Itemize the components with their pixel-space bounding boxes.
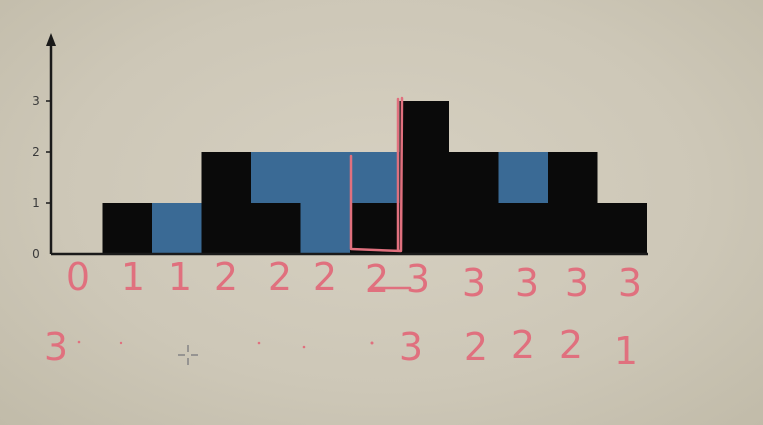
annotation-digit: 3 — [406, 257, 430, 301]
elevation-bar — [548, 152, 598, 254]
dot-mark — [77, 340, 81, 344]
elevation-bar — [399, 101, 449, 254]
annotation-digit: 2 — [511, 323, 535, 367]
dot-mark — [119, 341, 123, 345]
y-tick-label: 1 — [32, 196, 40, 210]
handwritten-row-2: 3 3 2 2 2 1 — [44, 323, 638, 373]
elevation-bar — [597, 203, 647, 254]
dot-mark — [370, 341, 374, 345]
dot-mark — [302, 345, 306, 349]
water-cells — [152, 152, 548, 254]
y-tick-label: 3 — [32, 94, 40, 108]
y-axis-arrow-icon — [46, 33, 56, 46]
annotation-digit: 3 — [399, 325, 423, 369]
annotation-digit: 3 — [462, 261, 486, 305]
water-cell — [498, 152, 548, 203]
y-ticks: 0 1 2 3 — [32, 94, 51, 261]
handwritten-row-1: 0 1 1 2 2 2 2 3 3 3 3 3 — [66, 255, 642, 305]
annotation-digit: 2 — [559, 323, 583, 367]
elevation-bars — [102, 101, 647, 254]
y-tick-label: 0 — [32, 247, 40, 261]
elevation-bar — [251, 203, 301, 254]
dot-mark — [257, 341, 261, 345]
elevation-bar — [201, 152, 251, 254]
pink-highlight — [349, 96, 404, 253]
highlight-bracket — [349, 96, 404, 253]
annotation-digit: 2 — [464, 325, 488, 369]
elevation-bar — [350, 203, 400, 254]
annotation-digit: 3 — [565, 261, 589, 305]
y-axis — [46, 33, 56, 254]
annotation-digit: 3 — [515, 261, 539, 305]
annotation-digit: 2 — [214, 255, 238, 299]
crosshair-cursor-icon — [178, 345, 198, 365]
annotation-digit: 2 — [365, 257, 389, 301]
annotation-digit: 2 — [268, 255, 292, 299]
y-tick-label: 2 — [32, 145, 40, 159]
annotation-digit: 2 — [313, 255, 337, 299]
annotation-digit: 0 — [66, 255, 90, 299]
annotation-digit: 1 — [614, 329, 638, 373]
water-cell — [350, 152, 400, 203]
water-cell — [251, 152, 301, 203]
water-cell — [300, 152, 350, 254]
annotation-digit: 1 — [121, 255, 145, 299]
water-cell — [152, 203, 202, 254]
annotation-digit: 3 — [44, 325, 68, 369]
elevation-bar — [449, 152, 499, 254]
annotation-digit: 1 — [168, 255, 192, 299]
elevation-bar — [498, 203, 548, 254]
annotation-digit: 3 — [618, 261, 642, 305]
elevation-bar — [102, 203, 152, 254]
